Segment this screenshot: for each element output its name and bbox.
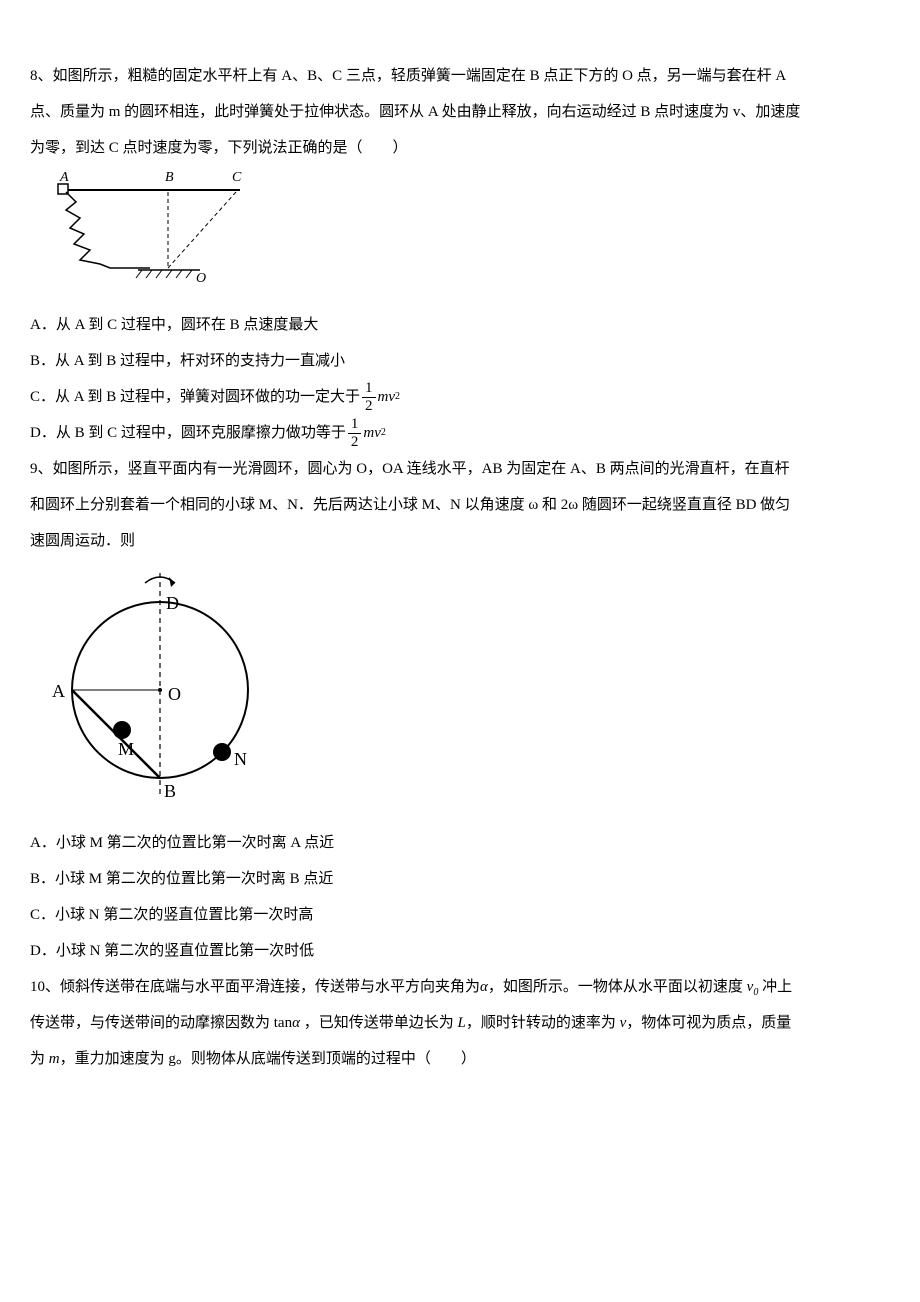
var-alpha: α (292, 1015, 300, 1031)
var-m: m (378, 379, 389, 415)
q9-option-d: D．小球 N 第二次的竖直位置比第一次时低 (30, 933, 890, 969)
exp-2: 2 (381, 421, 386, 445)
q9-label-o: O (168, 684, 181, 704)
q9-option-a: A．小球 M 第二次的位置比第一次时离 A 点近 (30, 825, 890, 861)
q8-optd-text: D．从 B 到 C 过程中，圆环克服摩擦力做功等于 (30, 415, 346, 451)
fraction-half: 1 2 (348, 416, 362, 450)
var-v: v (374, 415, 381, 451)
q9-figure: A D O B M N (40, 565, 890, 819)
q8-label-c: C (232, 172, 242, 185)
q9-label-a: A (52, 681, 65, 701)
q8-option-a: A．从 A 到 C 过程中，圆环在 B 点速度最大 (30, 307, 890, 343)
q10-stem-line3: 为 m，重力加速度为 g。则物体从底端传送到顶端的过程中（ ） (30, 1041, 890, 1077)
var-v: v (388, 379, 395, 415)
var-l: L (457, 1015, 465, 1031)
q9-label-n: N (234, 749, 247, 769)
q8-figure: A B C O (40, 172, 890, 301)
q9-stem-line2: 和圆环上分别套着一个相同的小球 M、N．先后两达让小球 M、N 以角速度 ω 和… (30, 487, 890, 523)
fraction-half: 1 2 (362, 380, 376, 414)
q8-stem-line3: 为零，到达 C 点时速度为零，下列说法正确的是（ ） (30, 130, 890, 166)
q8-option-c: C．从 A 到 B 过程中，弹簧对圆环做的功一定大于 1 2 mv2 (30, 379, 890, 415)
q10-stem-line2: 传送带，与传送带间的动摩擦因数为 tanα ，已知传送带单边长为 L，顺时针转动… (30, 1005, 890, 1041)
var-m: m (49, 1051, 60, 1067)
q9-stem-line3: 速圆周运动．则 (30, 523, 890, 559)
var-alpha: α (480, 979, 488, 995)
q10-stem-line1: 10、倾斜传送带在底端与水平面平滑连接，传送带与水平方向夹角为α，如图所示。一物… (30, 969, 890, 1005)
exp-2: 2 (395, 385, 400, 409)
q9-label-m: M (118, 739, 134, 759)
q8-label-o: O (196, 271, 206, 286)
var-m: m (363, 415, 374, 451)
q9-label-b: B (164, 781, 176, 801)
q8-option-d: D．从 B 到 C 过程中，圆环克服摩擦力做功等于 1 2 mv2 (30, 415, 890, 451)
q9-label-d: D (166, 593, 179, 613)
q9-option-c: C．小球 N 第二次的竖直位置比第一次时高 (30, 897, 890, 933)
q8-stem-line1: 8、如图所示，粗糙的固定水平杆上有 A、B、C 三点，轻质弹簧一端固定在 B 点… (30, 58, 890, 94)
q8-option-b: B．从 A 到 B 过程中，杆对环的支持力一直减小 (30, 343, 890, 379)
q8-optc-text: C．从 A 到 B 过程中，弹簧对圆环做的功一定大于 (30, 379, 360, 415)
q8-label-a: A (59, 172, 69, 185)
q9-stem-line1: 9、如图所示，竖直平面内有一光滑圆环，圆心为 O，OA 连线水平，AB 为固定在… (30, 451, 890, 487)
q9-option-b: B．小球 M 第二次的位置比第一次时离 B 点近 (30, 861, 890, 897)
q8-stem-line2: 点、质量为 m 的圆环相连，此时弹簧处于拉伸状态。圆环从 A 处由静止释放，向右… (30, 94, 890, 130)
q8-label-b: B (165, 172, 174, 185)
